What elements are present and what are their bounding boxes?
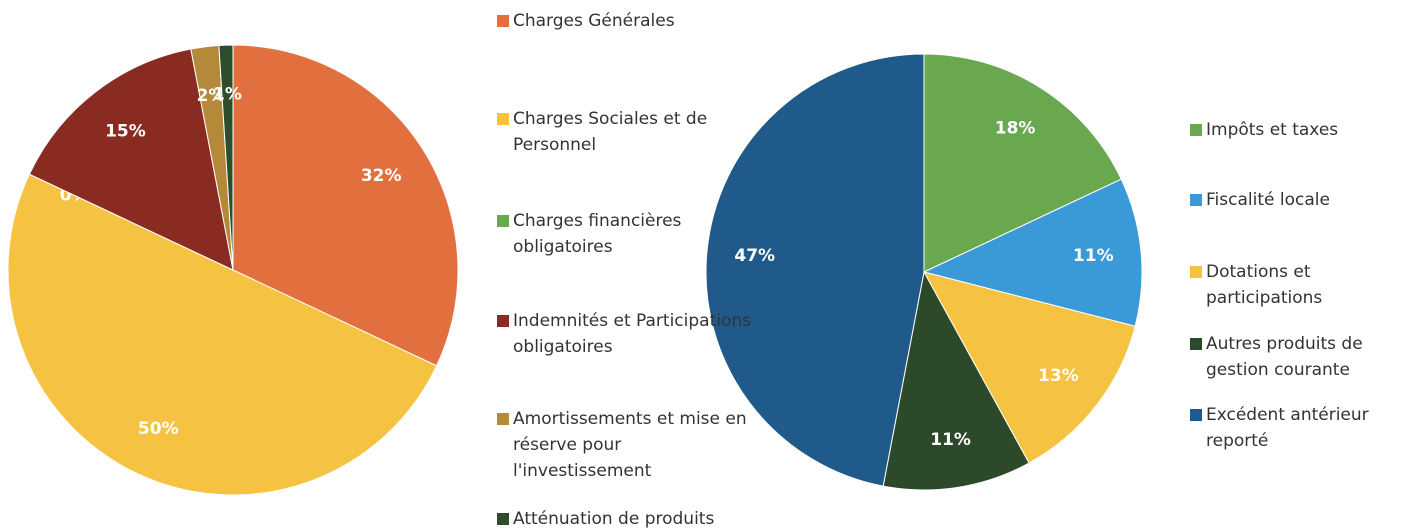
legend-text: Autres produits de gestion courante <box>1206 334 1363 380</box>
legend-entry: Excédent antérieur reporté <box>1190 402 1410 454</box>
slice-label: 32% <box>361 166 402 186</box>
legend-text: Charges financières obligatoires <box>513 211 682 257</box>
legend-text: Atténuation de produits <box>513 509 715 529</box>
legend-swatch <box>497 315 509 327</box>
legend-text: Fiscalité locale <box>1206 190 1330 210</box>
pie-slice <box>922 178 1143 327</box>
pie-slice <box>28 48 234 271</box>
pie-slice <box>923 53 1122 273</box>
legend-swatch <box>1190 194 1202 206</box>
slice-label: 47% <box>734 246 775 266</box>
legend-text: Indemnités et Participations obligatoire… <box>513 311 751 357</box>
slice-label: 50% <box>138 419 179 439</box>
legend-entry: Amortissements et mise en réserve pour l… <box>497 406 758 484</box>
legend-swatch <box>497 513 509 525</box>
legend-entry: Autres produits de gestion courante <box>1190 331 1410 383</box>
legend-swatch <box>1190 124 1202 136</box>
legend-swatch <box>497 113 509 125</box>
slice-label: 13% <box>1038 366 1079 386</box>
legend-text: Amortissements et mise en réserve pour l… <box>513 409 747 481</box>
pie-slice <box>7 173 438 496</box>
legend-entry: Dotations et participations <box>1190 259 1410 311</box>
legend-swatch <box>497 413 509 425</box>
legend-entry: Atténuation de produits <box>497 506 758 529</box>
slice-label: 18% <box>995 118 1036 138</box>
legend-swatch <box>1190 338 1202 350</box>
legend-text: Dotations et participations <box>1206 262 1323 308</box>
legend-text: Charges Générales <box>513 11 675 31</box>
pie-slice <box>705 53 925 487</box>
pie-slice <box>218 44 234 271</box>
slice-label: 2% <box>197 86 226 106</box>
slice-label: 1% <box>213 85 242 105</box>
slice-label: 15% <box>105 121 146 141</box>
pie-slice <box>882 270 1030 491</box>
legend-entry: Impôts et taxes <box>1190 117 1410 143</box>
legend-entry: Charges Générales <box>497 8 758 34</box>
legend-swatch <box>1190 409 1202 421</box>
slice-label: 11% <box>1073 246 1114 266</box>
legend-swatch <box>497 215 509 227</box>
legend-swatch <box>1190 266 1202 278</box>
pie-slice <box>232 44 459 367</box>
legend-entry: Fiscalité locale <box>1190 187 1410 213</box>
legend-entry: Indemnités et Participations obligatoire… <box>497 308 758 360</box>
legend-text: Impôts et taxes <box>1206 120 1339 140</box>
legend-text: Excédent antérieur reporté <box>1206 405 1369 451</box>
legend-entry: Charges financières obligatoires <box>497 208 758 260</box>
pie-slice <box>923 271 1136 464</box>
slice-label: 11% <box>930 430 971 450</box>
legend-swatch <box>497 15 509 27</box>
legend-entry: Charges Sociales et de Personnel <box>497 106 758 158</box>
legend-text: Charges Sociales et de Personnel <box>513 109 708 155</box>
